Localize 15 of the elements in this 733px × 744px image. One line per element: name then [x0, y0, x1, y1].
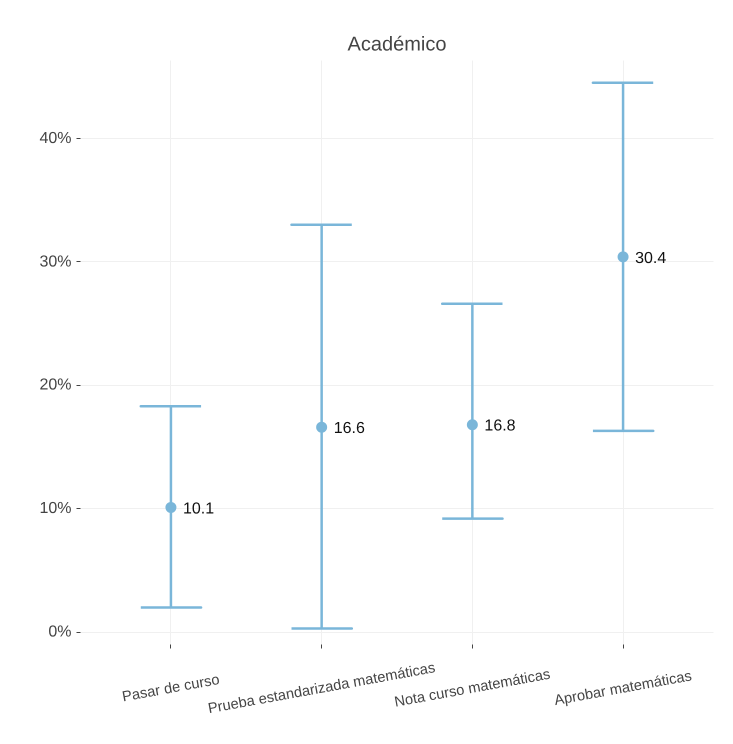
y-tick-label: 30%	[39, 253, 72, 270]
data-label: 16.8	[484, 418, 516, 435]
data-label: 16.6	[334, 420, 365, 438]
data-label: 30.4	[635, 250, 666, 267]
point	[316, 422, 328, 433]
chart-title: Académico	[348, 34, 446, 56]
y-tick-label: 20%	[39, 376, 72, 394]
data-label: 10.1	[182, 500, 214, 518]
point	[165, 502, 176, 513]
point	[466, 419, 478, 430]
y-tick-label: 0%	[48, 624, 72, 641]
y-tick-label: 40%	[39, 130, 72, 147]
point	[618, 251, 629, 262]
x-tick-label: Aprobar matemáticas	[553, 668, 694, 710]
y-tick-label: 10%	[39, 500, 72, 518]
